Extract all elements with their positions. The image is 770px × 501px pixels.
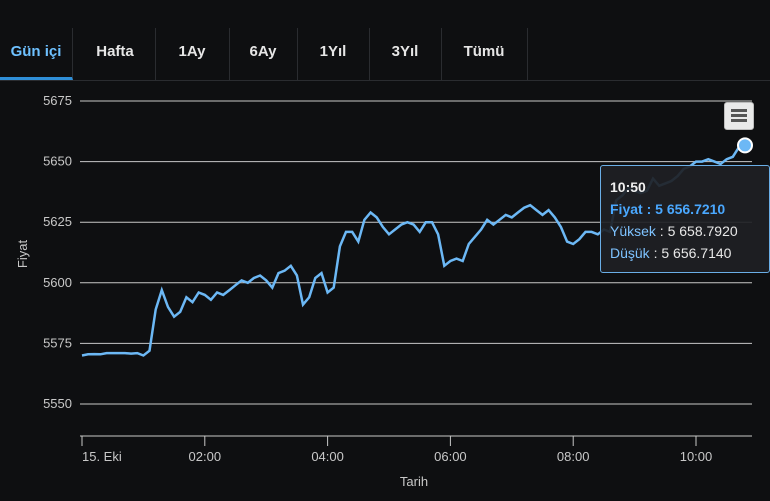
y-tick-label: 5575 <box>43 335 72 350</box>
menu-icon <box>731 119 747 122</box>
menu-icon <box>731 114 747 117</box>
x-tick-label: 06:00 <box>434 449 467 464</box>
x-axis-label: Tarih <box>400 474 428 489</box>
x-tick-label: 02:00 <box>189 449 222 464</box>
y-tick-label: 5650 <box>43 154 72 169</box>
tab-tümü[interactable]: Tümü <box>441 28 528 80</box>
y-axis-label: Fiyat <box>15 240 30 269</box>
tooltip-high: Yüksek : 5 658.7920 <box>610 223 738 239</box>
price-tooltip: 10:50 Fiyat : 5 656.7210 Yüksek : 5 658.… <box>600 165 770 273</box>
tab-hafta[interactable]: Hafta <box>75 28 156 80</box>
tab-1ay[interactable]: 1Ay <box>155 28 230 80</box>
tab-1yıl[interactable]: 1Yıl <box>297 28 370 80</box>
x-tick-label: 04:00 <box>311 449 344 464</box>
tooltip-price: Fiyat : 5 656.7210 <box>610 201 726 217</box>
tab-3yıl[interactable]: 3Yıl <box>369 28 442 80</box>
tab-gün-içi[interactable]: Gün içi <box>0 28 73 80</box>
timeframe-tabs: Gün içi Hafta 1Ay 6Ay 1Yıl 3Yıl Tümü <box>0 28 770 81</box>
chart-menu-button[interactable] <box>724 102 754 130</box>
y-tick-label: 5675 <box>43 93 72 108</box>
tooltip-time: 10:50 <box>610 179 646 195</box>
x-tick-label: 08:00 <box>557 449 590 464</box>
x-tick-label: 10:00 <box>680 449 713 464</box>
y-tick-label: 5600 <box>43 275 72 290</box>
menu-icon <box>731 109 747 112</box>
tooltip-low: Düşük : 5 656.7140 <box>610 245 732 261</box>
y-tick-label: 5550 <box>43 396 72 411</box>
tab-6ay[interactable]: 6Ay <box>229 28 298 80</box>
y-tick-label: 5625 <box>43 214 72 229</box>
x-tick-label: 15. Eki <box>82 449 122 464</box>
last-point-marker[interactable] <box>737 137 753 154</box>
